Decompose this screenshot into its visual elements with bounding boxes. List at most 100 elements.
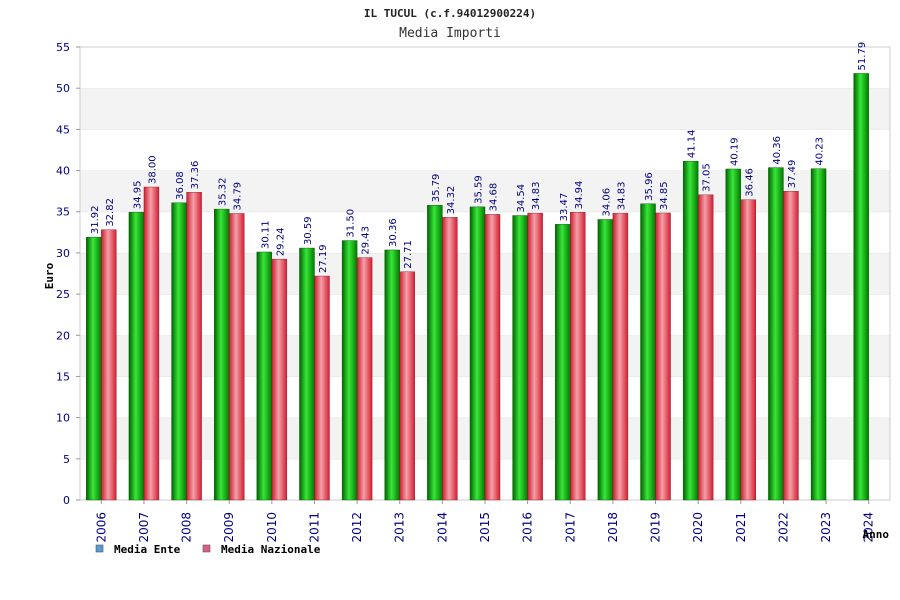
data-label-media-ente: 34.95: [132, 180, 143, 209]
y-axis-label: Euro: [43, 262, 56, 289]
bar-media-ente: [299, 247, 315, 501]
bar-media-ente: [427, 205, 443, 501]
legend: Media Ente Media Nazionale: [95, 543, 321, 556]
bar-media-ente: [341, 240, 358, 501]
data-label-media-ente: 31.50: [346, 209, 357, 238]
x-tick-label: 2016: [521, 512, 535, 543]
grid-band: [80, 47, 890, 89]
x-tick-label: 2018: [606, 512, 620, 543]
y-tick-label: 30: [56, 247, 70, 260]
bar-media-ente: [384, 249, 400, 501]
data-label-media-ente: 35.96: [644, 172, 655, 201]
y-tick-label: 55: [56, 41, 70, 54]
data-label-media-nazionale: 37.36: [190, 161, 201, 190]
x-tick-label: 2022: [776, 512, 790, 543]
data-label-media-nazionale: 34.68: [489, 183, 500, 212]
bar-media-ente: [768, 167, 784, 501]
bar-media-ente: [128, 211, 145, 501]
data-label-media-ente: 34.06: [601, 188, 612, 217]
y-axis-ticks: 0 5 10 15 20 25 30 35 40 45 50 55: [56, 41, 80, 507]
bar-media-nazionale: [356, 257, 373, 501]
chart-subtitle: Media Importi: [399, 26, 501, 41]
bar-media-ente: [86, 236, 102, 501]
y-tick-label: 25: [56, 288, 70, 301]
data-label-media-ente: 30.59: [303, 216, 314, 245]
bar-media-nazionale: [484, 214, 501, 501]
data-label-media-ente: 35.79: [431, 174, 442, 203]
bar-media-nazionale: [527, 212, 543, 501]
data-label-media-nazionale: 34.32: [446, 186, 457, 215]
bar-media-nazionale: [143, 186, 160, 501]
data-label-media-nazionale: 29.43: [361, 226, 372, 255]
bar-media-ente: [640, 203, 656, 501]
bar-media-ente: [555, 224, 571, 501]
legend-swatch-media-nazionale: [202, 544, 211, 553]
y-tick-label: 10: [56, 412, 70, 425]
bar-media-ente: [810, 168, 827, 501]
x-tick-label: 2023: [819, 512, 833, 543]
y-tick-label: 20: [56, 329, 70, 342]
data-label-media-nazionale: 34.79: [233, 182, 244, 211]
bar-media-ente: [597, 219, 614, 501]
bar-media-nazionale: [271, 258, 288, 501]
x-tick-label: 2020: [691, 512, 705, 543]
bar-media-nazionale: [655, 212, 671, 501]
y-tick-label: 40: [56, 165, 70, 178]
data-label-media-nazionale: 34.83: [616, 181, 627, 210]
data-label-media-ente: 35.32: [218, 177, 229, 206]
data-label-media-nazionale: 34.85: [659, 181, 670, 210]
grid-band: [80, 129, 890, 171]
legend-label-media-ente: Media Ente: [114, 543, 181, 556]
x-tick-label: 2014: [435, 512, 449, 543]
bar-media-nazionale: [186, 192, 202, 501]
bars: 31.92 32.82 34.95 38.00 36.08 37.36 35.32 34.79…: [86, 42, 869, 501]
bar-media-ente: [725, 168, 741, 501]
bar-media-nazionale: [101, 229, 117, 501]
data-label-media-nazionale: 38.00: [147, 155, 158, 184]
bar-media-nazionale: [399, 271, 415, 501]
x-tick-label: 2024: [862, 512, 876, 543]
y-tick-label: 50: [56, 82, 70, 95]
x-tick-label: 2015: [478, 512, 492, 543]
data-label-media-ente: 36.08: [175, 171, 186, 200]
x-tick-label: 2013: [393, 512, 407, 543]
data-label-media-ente: 40.19: [729, 137, 740, 166]
y-tick-label: 35: [56, 206, 70, 219]
y-tick-label: 15: [56, 370, 70, 383]
data-label-media-nazionale: 32.82: [105, 198, 116, 227]
bar-media-nazionale: [314, 275, 330, 501]
y-tick-label: 5: [63, 453, 70, 466]
data-label-media-ente: 31.92: [90, 205, 101, 234]
data-label-media-nazionale: 36.46: [744, 168, 755, 197]
x-tick-label: 2012: [350, 512, 364, 543]
bar-media-nazionale: [783, 191, 799, 501]
x-tick-label: 2017: [563, 512, 577, 543]
data-label-media-ente: 33.47: [559, 193, 570, 222]
x-tick-label: 2007: [137, 512, 151, 543]
bar-media-nazionale: [570, 212, 586, 501]
data-label-media-nazionale: 29.24: [275, 228, 286, 257]
bar-media-nazionale: [229, 213, 245, 501]
data-label-media-ente: 30.36: [388, 218, 399, 247]
data-label-media-nazionale: 27.71: [403, 240, 414, 269]
data-label-media-ente: 40.36: [772, 136, 783, 165]
data-label-media-nazionale: 34.94: [574, 181, 585, 210]
bar-media-ente: [853, 73, 869, 501]
data-label-media-ente: 40.23: [815, 137, 826, 166]
bar-media-ente: [214, 208, 230, 501]
data-label-media-nazionale: 37.49: [787, 160, 798, 189]
x-tick-label: 2010: [265, 512, 279, 543]
data-label-media-ente: 41.14: [687, 130, 698, 159]
bar-media-nazionale: [612, 212, 629, 501]
x-tick-label: 2019: [649, 512, 663, 543]
x-tick-label: 2008: [180, 512, 194, 543]
bar-media-ente: [469, 206, 486, 501]
legend-label-media-nazionale: Media Nazionale: [221, 543, 321, 556]
bar-media-ente: [682, 160, 699, 501]
x-axis-ticks: 2006 2007 2008 2009 2010 2011 2012 2013 2014 2015…: [94, 500, 876, 543]
x-tick-label: 2021: [734, 512, 748, 543]
bar-media-nazionale: [697, 194, 714, 501]
data-label-media-ente: 51.79: [857, 42, 868, 71]
bar-media-ente: [171, 202, 187, 501]
data-label-media-ente: 35.59: [474, 175, 485, 204]
